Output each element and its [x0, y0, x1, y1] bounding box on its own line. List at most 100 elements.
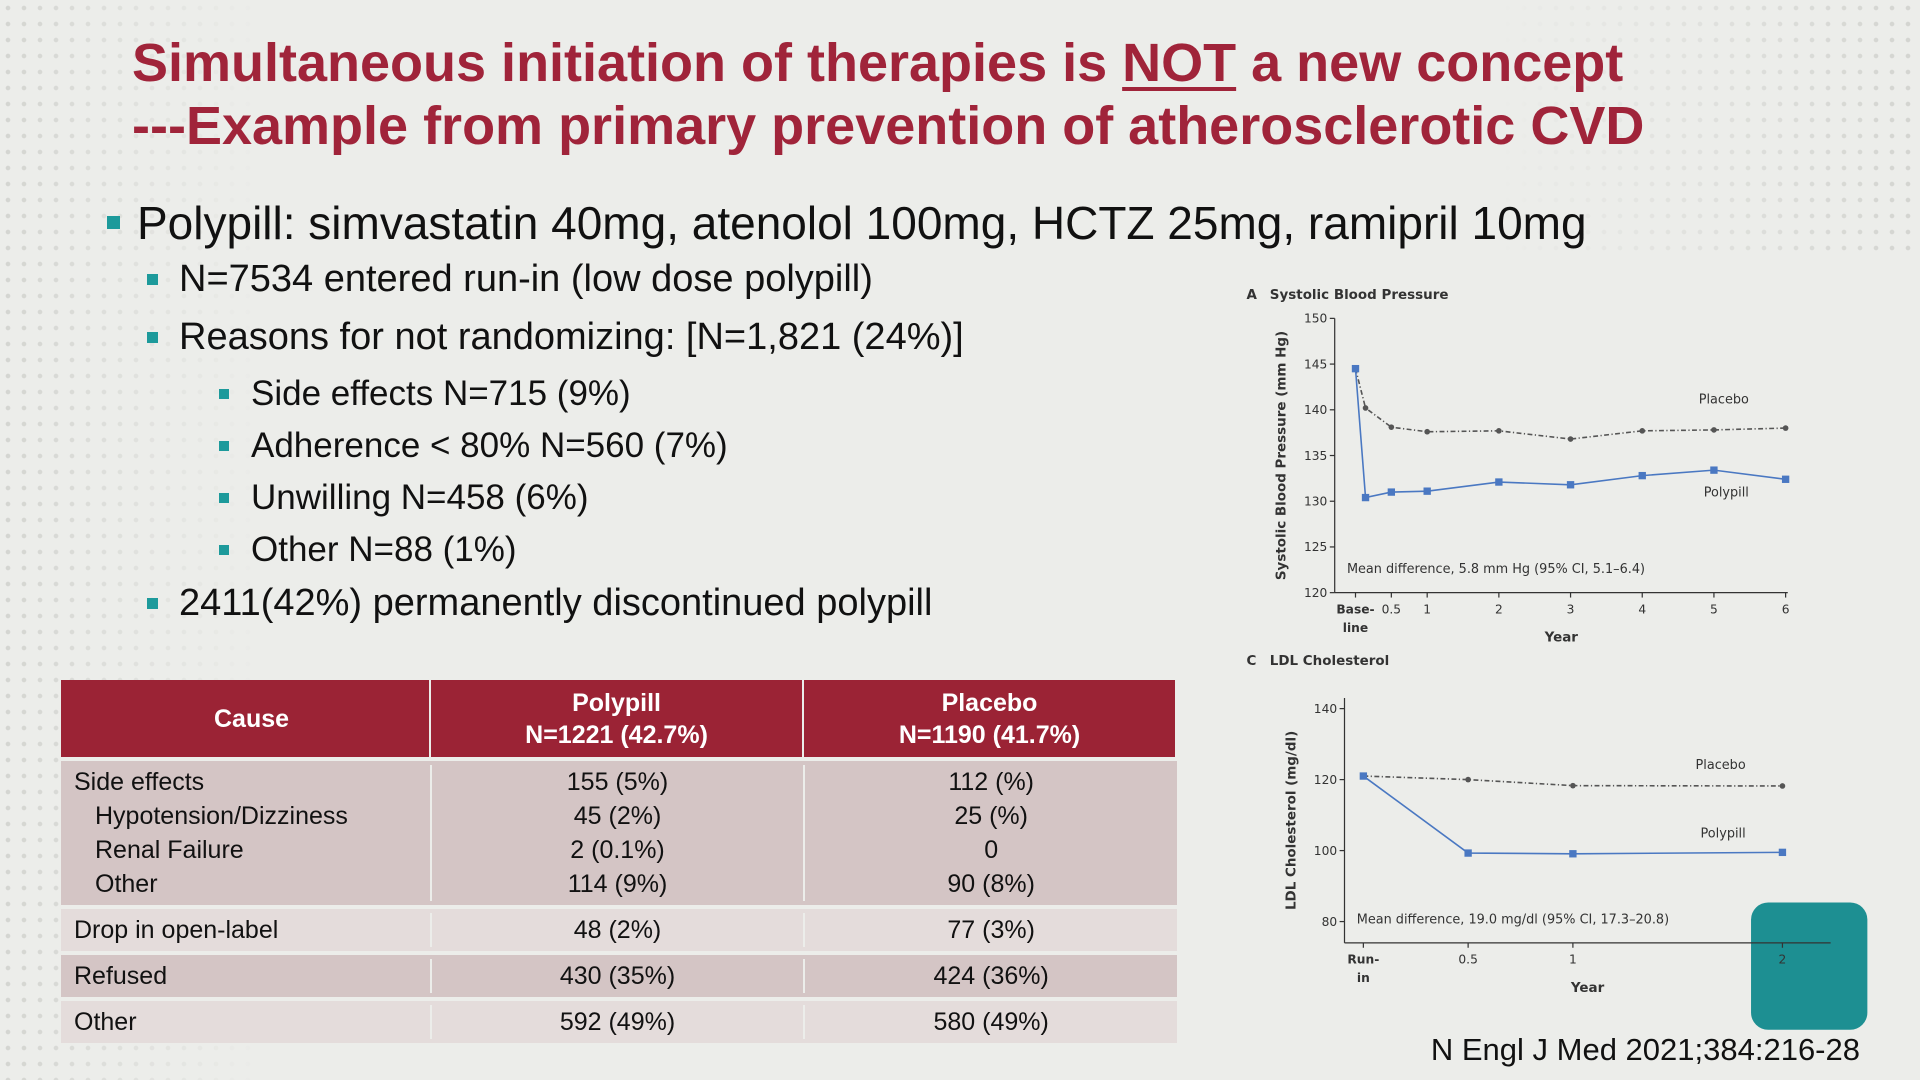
y-tick-label: 135 — [1304, 449, 1327, 463]
panel-letter: A — [1247, 288, 1258, 303]
x-tick-label: 1 — [1569, 953, 1577, 967]
y-tick-label: 140 — [1304, 403, 1327, 417]
series-label: Polypill — [1701, 827, 1746, 842]
y-tick-label: 145 — [1304, 357, 1327, 371]
table: Cause Polypill N=1221 (42.7%) Placebo N=1190… — [61, 680, 1177, 1043]
marker — [1570, 782, 1576, 789]
marker — [1782, 425, 1789, 431]
bullet: Unwilling N=458 (6%) — [219, 478, 589, 517]
row-group: Other 592 (49%) 580 (49%) — [61, 997, 1177, 1043]
marker — [1495, 478, 1503, 486]
bullet: N=7534 entered run-in (low dose polypill… — [147, 258, 873, 300]
table-cell: Drop in open-label — [61, 913, 432, 947]
table-cell: 48 (2%) — [432, 913, 806, 947]
table-cell: 2 (0.1%) — [432, 833, 806, 867]
y-tick-label: 130 — [1304, 495, 1327, 509]
y-tick-label: 80 — [1322, 915, 1338, 929]
x-tick-label: 0.5 — [1382, 602, 1401, 616]
table-cell: 114 (9%) — [432, 867, 806, 901]
x-tick-label: Base-line — [1336, 602, 1374, 634]
header-cell: Polypill N=1221 (42.7%) — [431, 680, 805, 757]
header-n: N=1221 (42.7%) — [525, 720, 708, 749]
table-cell: Side effects — [61, 765, 432, 799]
table-header: Cause Polypill N=1221 (42.7%) Placebo N=1190… — [61, 680, 1177, 757]
x-tick-label: 0.5 — [1458, 953, 1477, 967]
marker — [1387, 488, 1396, 496]
y-tick-label: 140 — [1314, 702, 1337, 716]
row-group: Side effects 155 (5%) 112 (%) Hypotension/D… — [61, 757, 1177, 905]
table-cell: 424 (36%) — [933, 961, 1049, 990]
x-axis-label: Year — [1544, 631, 1579, 646]
title-line: ---Example from primary prevention of at… — [132, 96, 1645, 156]
series-line — [1362, 775, 1783, 855]
marker — [1423, 487, 1431, 495]
panel-letter: C — [1247, 654, 1257, 669]
annotation: Mean difference, 5.8 mm Hg (95% CI, 5.1–… — [1347, 562, 1645, 577]
table-row: Hypotension/Dizziness 45 (2%) 25 (%) — [61, 799, 1177, 833]
y-tick-label: 150 — [1304, 312, 1327, 326]
marker — [1567, 436, 1574, 442]
marker — [1566, 481, 1575, 489]
table-cell: 25 (%) — [954, 801, 1028, 830]
x-tick-label: 5 — [1710, 602, 1718, 616]
marker — [1388, 424, 1395, 430]
y-axis-label: LDL Cholesterol (mg/dl) — [1285, 731, 1300, 910]
marker — [1362, 405, 1369, 411]
table-cell: Other — [61, 1005, 432, 1039]
header-cell: Placebo N=1190 (41.7%) — [804, 680, 1177, 757]
bullet: Adherence < 80% N=560 (7%) — [219, 426, 728, 465]
header-name: Placebo — [941, 688, 1038, 717]
header-cell: Cause — [61, 680, 432, 757]
y-tick-label: 120 — [1314, 773, 1337, 787]
bullet: Other N=88 (1%) — [219, 530, 517, 569]
table-cell: 155 (5%) — [432, 765, 806, 799]
marker — [1779, 783, 1786, 789]
header-name: Polypill — [572, 688, 661, 717]
marker — [1638, 471, 1646, 480]
panel-title: LDL Cholesterol — [1270, 654, 1389, 669]
row-group: Drop in open-label 48 (2%) 77 (3%) — [61, 905, 1177, 951]
bullet: Side effects N=715 (9%) — [219, 374, 631, 413]
decor-shape — [1751, 902, 1868, 1030]
header-n: N=1190 (41.7%) — [898, 720, 1081, 749]
bullet: 2411(42%) permanently discontinued polyp… — [146, 582, 933, 624]
citation: N Engl J Med 2021;384:216-28 — [1430, 1032, 1860, 1067]
table-cell: 430 (35%) — [432, 959, 806, 993]
title-text: Simultaneous initiation of therapies is — [132, 33, 1123, 93]
series-line — [1363, 775, 1783, 787]
table-row: Refused 430 (35%) 424 (36%) — [61, 959, 1177, 993]
x-axis-label: Year — [1570, 981, 1605, 996]
title-text: a new concept — [1236, 33, 1624, 93]
marker — [1464, 849, 1472, 857]
panel-title: Systolic Blood Pressure — [1270, 288, 1449, 303]
table-row: Other 592 (49%) 580 (49%) — [61, 1005, 1177, 1039]
x-tick-label: 4 — [1638, 602, 1646, 616]
series-label: Placebo — [1699, 393, 1749, 408]
marker — [1496, 428, 1502, 434]
annotation: Mean difference, 19.0 mg/dl (95% CI, 17.… — [1357, 912, 1669, 927]
table-cell: 580 (49%) — [933, 1007, 1049, 1036]
marker — [1351, 364, 1360, 373]
marker — [1424, 428, 1430, 435]
marker — [1710, 466, 1718, 474]
dot-pattern — [1500, 0, 1920, 260]
marker — [1778, 848, 1787, 857]
series-label: Polypill — [1704, 485, 1749, 500]
marker — [1465, 776, 1471, 783]
marker — [1361, 493, 1370, 502]
y-tick-label: 120 — [1304, 586, 1327, 600]
table-cell: Other — [61, 867, 432, 901]
marker — [1639, 428, 1646, 434]
y-tick-label: 100 — [1314, 844, 1337, 858]
table-cell: Renal Failure — [61, 833, 432, 867]
title-line: Simultaneous initiation of therapies is … — [132, 32, 1623, 94]
y-tick-label: 125 — [1304, 540, 1327, 554]
y-axis-label: Systolic Blood Pressure (mm Hg) — [1275, 331, 1290, 580]
marker — [1359, 772, 1368, 780]
table-cell: 592 (49%) — [432, 1005, 806, 1039]
bullet: Polypill: simvastatin 40mg, atenolol 100… — [107, 197, 1587, 249]
x-tick-label: 3 — [1567, 602, 1575, 616]
bullet: Reasons for not randomizing: [N=1,821 (2… — [147, 316, 964, 358]
marker — [1569, 850, 1577, 858]
